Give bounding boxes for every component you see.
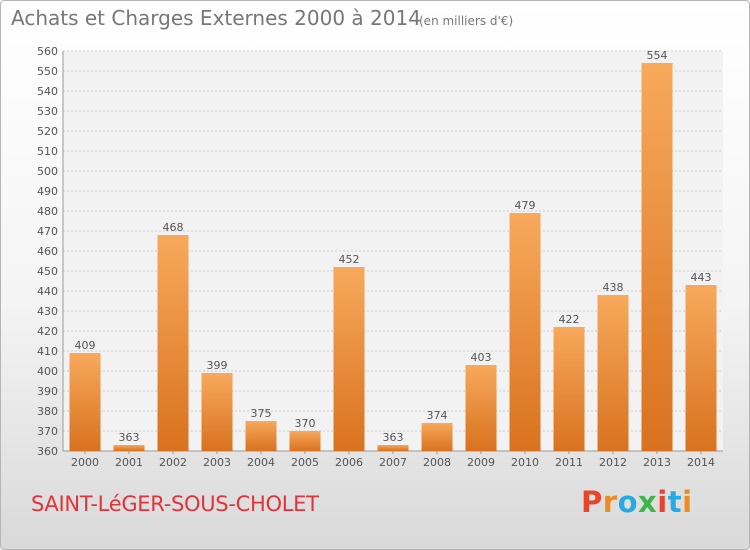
bar — [553, 327, 585, 451]
y-tick-label: 520 — [37, 125, 58, 138]
y-tick-label: 360 — [37, 445, 58, 458]
commune-name: SAINT-LéGER-SOUS-CHOLET — [31, 492, 319, 516]
x-tick-label: 2003 — [203, 456, 231, 469]
bar-value-label: 375 — [251, 407, 272, 420]
bar-value-label: 399 — [207, 359, 228, 372]
y-tick-label: 550 — [37, 65, 58, 78]
bar-value-label: 479 — [515, 199, 536, 212]
y-tick-label: 560 — [37, 45, 58, 58]
bar — [333, 267, 365, 451]
bar-value-label: 438 — [603, 281, 624, 294]
bar — [685, 285, 717, 451]
bar — [509, 213, 541, 451]
y-tick-label: 400 — [37, 365, 58, 378]
bar — [201, 373, 233, 451]
x-tick-label: 2002 — [159, 456, 187, 469]
bar — [421, 423, 453, 451]
x-tick-label: 2000 — [71, 456, 99, 469]
y-tick-label: 480 — [37, 205, 58, 218]
x-tick-label: 2001 — [115, 456, 143, 469]
y-tick-label: 540 — [37, 85, 58, 98]
bar — [69, 353, 101, 451]
y-tick-label: 380 — [37, 405, 58, 418]
chart-title: Achats et Charges Externes 2000 à 2014 — [11, 6, 421, 30]
bar — [377, 445, 409, 451]
bar — [157, 235, 189, 451]
bar-value-label: 363 — [119, 431, 140, 444]
bar-value-label: 370 — [295, 417, 316, 430]
y-tick-label: 430 — [37, 305, 58, 318]
x-tick-label: 2011 — [555, 456, 583, 469]
y-tick-label: 510 — [37, 145, 58, 158]
y-tick-label: 490 — [37, 185, 58, 198]
x-tick-label: 2010 — [511, 456, 539, 469]
bar-value-label: 409 — [75, 339, 96, 352]
x-tick-label: 2005 — [291, 456, 319, 469]
x-tick-label: 2013 — [643, 456, 671, 469]
y-tick-label: 370 — [37, 425, 58, 438]
y-tick-label: 420 — [37, 325, 58, 338]
bar — [289, 431, 321, 451]
bar — [641, 63, 673, 451]
bar-value-label: 363 — [383, 431, 404, 444]
bar-value-label: 554 — [647, 49, 668, 62]
x-tick-label: 2004 — [247, 456, 275, 469]
y-tick-label: 460 — [37, 245, 58, 258]
x-tick-label: 2006 — [335, 456, 363, 469]
y-tick-label: 470 — [37, 225, 58, 238]
bar-value-label: 468 — [163, 221, 184, 234]
x-tick-label: 2014 — [687, 456, 715, 469]
bar-value-label: 452 — [339, 253, 360, 266]
bar — [597, 295, 629, 451]
bar-value-label: 374 — [427, 409, 448, 422]
bar-value-label: 422 — [559, 313, 580, 326]
bar — [245, 421, 277, 451]
x-tick-label: 2007 — [379, 456, 407, 469]
proxiti-logo: Proxiti — [581, 485, 693, 519]
bar-value-label: 443 — [691, 271, 712, 284]
bar — [465, 365, 497, 451]
y-tick-label: 390 — [37, 385, 58, 398]
bar-value-label: 403 — [471, 351, 492, 364]
y-tick-label: 410 — [37, 345, 58, 358]
bar — [113, 445, 145, 451]
y-tick-label: 500 — [37, 165, 58, 178]
x-tick-label: 2012 — [599, 456, 627, 469]
y-tick-label: 450 — [37, 265, 58, 278]
y-tick-label: 530 — [37, 105, 58, 118]
x-tick-label: 2008 — [423, 456, 451, 469]
x-tick-label: 2009 — [467, 456, 495, 469]
y-tick-label: 440 — [37, 285, 58, 298]
chart-unit: (en milliers d'€) — [419, 14, 514, 28]
